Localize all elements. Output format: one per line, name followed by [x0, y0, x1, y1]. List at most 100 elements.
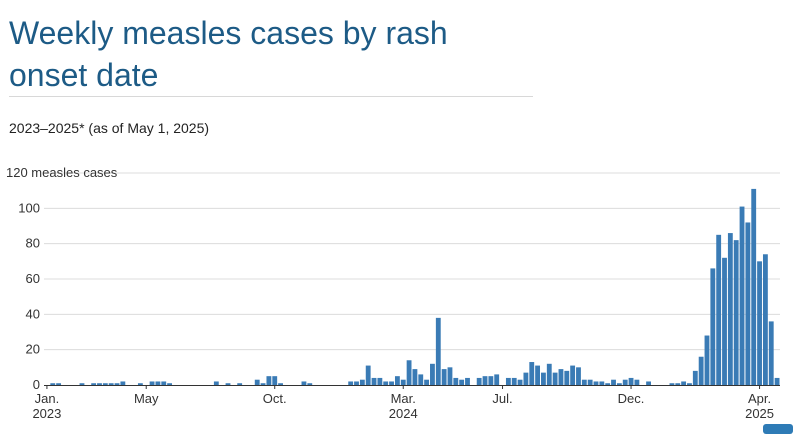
x-tick-label: May: [134, 391, 159, 406]
x-tick-label: Mar.: [391, 391, 416, 406]
bar: [529, 362, 535, 385]
x-tick-year-label: 2023: [32, 406, 61, 421]
bar: [541, 372, 546, 385]
bar: [505, 377, 511, 385]
title-divider: [9, 96, 533, 97]
chart-title: Weekly measles cases by rash onset date: [9, 15, 448, 93]
bar: [546, 363, 552, 385]
bar: [605, 383, 611, 385]
x-tick-label: Dec.: [618, 391, 645, 406]
bar: [213, 381, 219, 385]
bar: [751, 188, 757, 385]
bar: [722, 257, 727, 385]
bar: [424, 379, 430, 385]
bar: [260, 383, 266, 385]
bar: [687, 383, 692, 385]
bar: [307, 383, 313, 385]
bar: [774, 377, 780, 385]
bar: [272, 376, 278, 385]
bar: [494, 374, 500, 385]
x-tick-label: Oct.: [263, 391, 287, 406]
bar: [435, 317, 441, 385]
bar: [79, 383, 85, 385]
bar: [412, 369, 418, 385]
bar: [225, 383, 231, 385]
bar: [628, 377, 634, 385]
bar: [581, 379, 587, 385]
bar: [348, 381, 354, 385]
bar: [646, 381, 651, 385]
bar: [155, 381, 161, 385]
bar: [593, 381, 599, 385]
bar: [511, 377, 517, 385]
bar: [149, 381, 155, 385]
bar: [745, 222, 751, 385]
bar: [389, 381, 394, 385]
bar: [400, 379, 406, 385]
bar: [616, 383, 622, 385]
bar: [716, 234, 722, 385]
bar: [482, 376, 488, 385]
bar: [137, 383, 143, 385]
bar: [692, 370, 698, 385]
y-tick-label: 0: [33, 377, 40, 392]
chart-subtitle: 2023–2025* (as of May 1, 2025): [9, 120, 210, 136]
bar: [517, 379, 523, 385]
bar: [447, 367, 453, 385]
bar: [698, 356, 704, 385]
y-tick-label: 40: [26, 306, 40, 321]
bar: [441, 369, 447, 385]
y-tick-label: 120 measles cases: [6, 165, 118, 180]
bar: [476, 377, 482, 385]
bar: [359, 379, 365, 385]
bar: [120, 381, 126, 385]
bar: [465, 377, 470, 385]
bar: [371, 377, 377, 385]
bars: [50, 188, 780, 385]
bar: [301, 381, 307, 385]
x-tick-year-label: 2025: [745, 406, 774, 421]
bar: [622, 379, 628, 385]
bar: [762, 254, 768, 385]
bar-chart: 0 20 40 60 80 100 120 measles cases Jan.2023 Ma…: [6, 165, 780, 421]
bar: [354, 381, 359, 385]
bar: [50, 383, 56, 385]
bar: [488, 376, 494, 385]
x-tick-year-label: 2024: [389, 406, 418, 421]
bar: [161, 381, 167, 385]
bar: [91, 383, 97, 385]
bar: [102, 383, 108, 385]
bar: [576, 367, 581, 385]
bar: [599, 381, 605, 385]
y-tick-label: 80: [26, 236, 40, 251]
x-tick-label: Jan.: [35, 391, 60, 406]
bar: [564, 370, 570, 385]
bar: [56, 383, 62, 385]
bar: [406, 360, 412, 385]
x-tick-label: Jul.: [492, 391, 512, 406]
bar: [739, 206, 745, 385]
y-axis-labels: 0 20 40 60 80 100 120 measles cases: [6, 165, 118, 392]
y-tick-label: 20: [26, 342, 40, 357]
bar: [768, 321, 774, 385]
bar: [552, 372, 558, 385]
bar: [634, 379, 640, 385]
bar: [97, 383, 102, 385]
bar: [266, 376, 272, 385]
bar: [459, 379, 465, 385]
bar: [681, 381, 687, 385]
bar: [418, 374, 424, 385]
bar: [237, 383, 243, 385]
bar: [669, 383, 675, 385]
menu-button[interactable]: [763, 424, 793, 434]
bar: [167, 383, 173, 385]
bar: [383, 381, 389, 385]
y-tick-label: 60: [26, 271, 40, 286]
bar: [394, 376, 400, 385]
bar: [377, 377, 383, 385]
bar: [675, 383, 681, 385]
bar: [757, 261, 762, 385]
bar: [430, 363, 435, 385]
bar: [611, 379, 616, 385]
bar: [523, 372, 529, 385]
